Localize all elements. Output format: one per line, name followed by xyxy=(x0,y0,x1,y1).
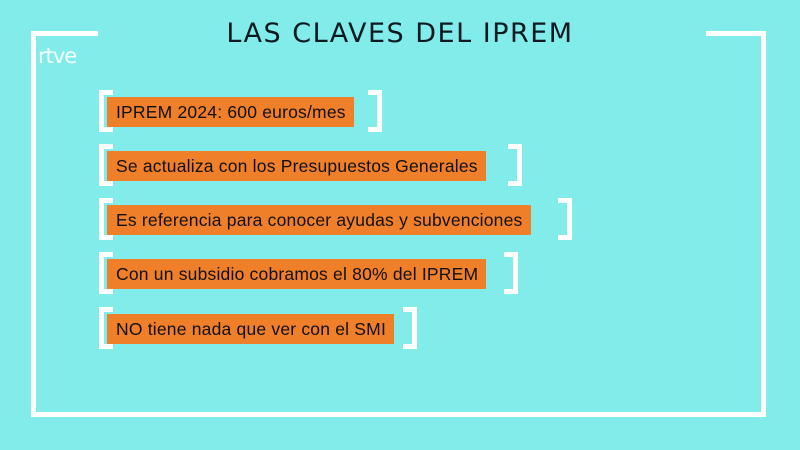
right-bracket-icon xyxy=(558,198,572,240)
list-item: Es referencia para conocer ayudas y subv… xyxy=(99,198,572,240)
frame-top-left xyxy=(31,31,98,36)
left-bracket-icon xyxy=(99,198,113,240)
item-label: NO tiene nada que ver con el SMI xyxy=(107,314,395,344)
list-item: NO tiene nada que ver con el SMI xyxy=(99,307,417,349)
item-label: IPREM 2024: 600 euros/mes xyxy=(107,97,354,127)
left-bracket-icon xyxy=(99,307,113,349)
list-item: Se actualiza con los Presupuestos Genera… xyxy=(99,144,522,186)
rtve-logo: rtve xyxy=(38,44,77,68)
item-label: Se actualiza con los Presupuestos Genera… xyxy=(107,151,486,181)
right-bracket-icon xyxy=(504,252,518,294)
right-bracket-icon xyxy=(368,90,382,132)
list-item: IPREM 2024: 600 euros/mes xyxy=(99,90,382,132)
frame-right xyxy=(761,31,766,417)
frame-left xyxy=(31,31,36,417)
list-item: Con un subsidio cobramos el 80% del IPRE… xyxy=(99,252,518,294)
right-bracket-icon xyxy=(403,307,417,349)
item-label: Es referencia para conocer ayudas y subv… xyxy=(107,205,531,235)
left-bracket-icon xyxy=(99,144,113,186)
right-bracket-icon xyxy=(508,144,522,186)
frame-bottom xyxy=(31,412,766,417)
page-title: LAS CLAVES DEL IPREM xyxy=(226,18,574,49)
item-label: Con un subsidio cobramos el 80% del IPRE… xyxy=(107,259,487,289)
frame-top-right xyxy=(706,31,766,36)
left-bracket-icon xyxy=(99,90,113,132)
left-bracket-icon xyxy=(99,252,113,294)
